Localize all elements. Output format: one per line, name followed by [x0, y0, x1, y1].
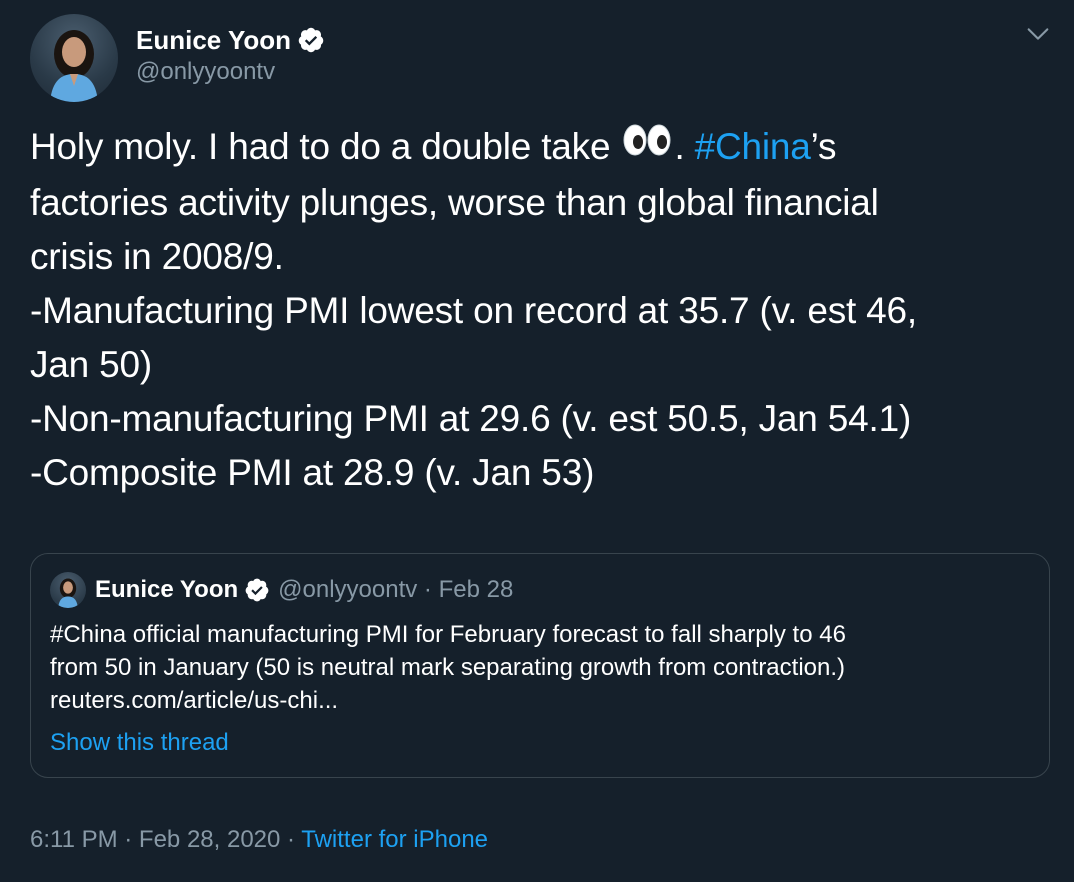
tweet-line: crisis in 2008/9.: [30, 236, 284, 278]
tweet-text-segment: ’s: [810, 126, 837, 167]
chevron-down-icon[interactable]: [1024, 20, 1052, 48]
avatar[interactable]: [30, 14, 118, 102]
quoted-header: Eunice Yoon @onlyyoontv · Feb 28: [95, 574, 513, 606]
author-name-row[interactable]: Eunice Yoon: [136, 22, 325, 58]
tweet-line: -Non-manufacturing PMI at 29.6 (v. est 5…: [30, 398, 912, 440]
quoted-text: #China official manufacturing PMI for Fe…: [50, 618, 1030, 717]
eyes-emoji-icon: [622, 118, 672, 172]
quoted-avatar[interactable]: [50, 572, 86, 608]
show-thread-link[interactable]: Show this thread: [50, 729, 229, 756]
author-display-name[interactable]: Eunice Yoon: [136, 24, 292, 55]
quoted-handle-date[interactable]: @onlyyoontv · Feb 28: [278, 576, 514, 603]
quoted-tweet[interactable]: Eunice Yoon @onlyyoontv · Feb 28 #China …: [30, 553, 1050, 778]
quoted-display-name[interactable]: Eunice Yoon: [95, 576, 239, 603]
tweet-text: Holy moly. I had to do a double take . #…: [30, 120, 1040, 500]
tweet-line: factories activity plunges, worse than g…: [30, 182, 879, 224]
verified-badge-icon: [244, 577, 270, 603]
tweet-line: -Composite PMI at 28.9 (v. Jan 53): [30, 452, 595, 494]
verified-badge-icon: [297, 26, 325, 54]
source-link[interactable]: Twitter for iPhone: [301, 826, 489, 853]
author-handle[interactable]: @onlyyoontv: [136, 58, 276, 85]
tweet-line-first: Holy moly. I had to do a double take . #…: [30, 120, 1040, 176]
tweet-text-segment: Holy moly. I had to do a double take: [30, 126, 621, 167]
timestamp[interactable]: 6:11 PM · Feb 28, 2020 ·: [30, 826, 302, 853]
tweet-line: -Manufacturing PMI lowest on record at 3…: [30, 290, 918, 332]
quoted-line: from 50 in January (50 is neutral mark s…: [50, 654, 846, 681]
quoted-link-line[interactable]: reuters.com/article/us-chi...: [50, 687, 339, 714]
tweet-line: Jan 50): [30, 344, 153, 386]
quoted-line: #China official manufacturing PMI for Fe…: [50, 621, 846, 648]
tweet-text-segment: .: [674, 126, 695, 167]
hashtag-link[interactable]: #China: [694, 126, 811, 167]
tweet-footer: 6:11 PM · Feb 28, 2020 · Twitter for iPh…: [30, 826, 488, 854]
